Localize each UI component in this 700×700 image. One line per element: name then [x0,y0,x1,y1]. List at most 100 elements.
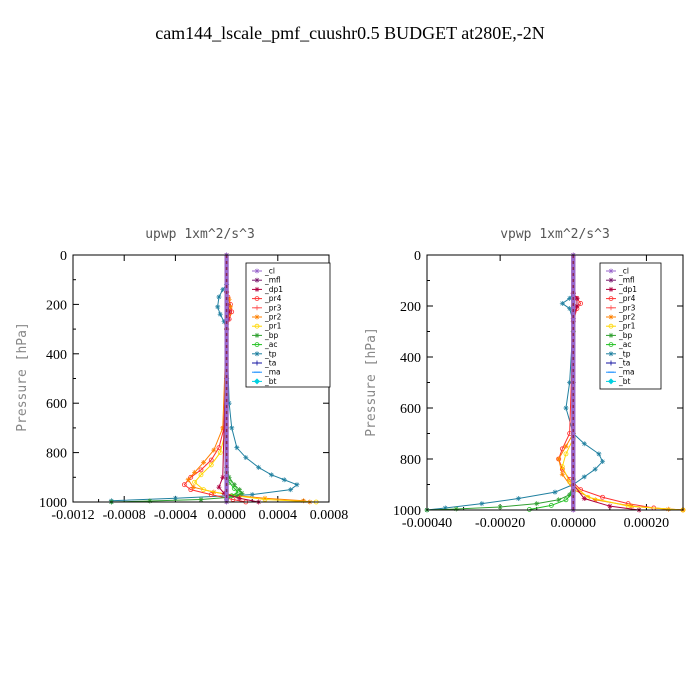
upwp-legend: _cl_mfl_dp1_pr4_pr3_pr2_pr1_bp_ac_tp_ta_… [245,262,331,388]
upwp-data-point [188,487,194,493]
upwp-legend-label: _mfl [264,276,281,285]
upwp-data-point [211,447,217,453]
upwp-legend-marker [254,277,260,283]
upwp-legend-item: _bp [252,331,279,340]
upwp-series-pr4 [181,289,249,505]
upwp-legend-item: _tp [252,349,277,358]
upwp-data-point [226,296,232,302]
upwp-legend-label: _ma [264,368,281,377]
upwp-data-point [220,425,226,431]
upwp-data-point [172,495,178,501]
vpwp-legend-label: _mfl [618,276,635,285]
upwp-legend-label: _bt [264,377,277,386]
vpwp-x-tick-label: 0.00020 [624,516,670,531]
vpwp-legend-marker [608,323,614,329]
upwp-data-point [216,445,222,451]
upwp-legend-item: _pr1 [252,322,282,331]
upwp-legend-label: _ta [264,359,276,368]
vpwp-data-point [534,501,540,507]
upwp-y-axis-label: Pressure [hPa] [15,322,30,432]
upwp-x-tick-label: -0.0012 [51,508,94,523]
vpwp-series-line [426,331,574,511]
upwp-legend-label: _pr4 [264,294,282,303]
vpwp-data-point [563,443,569,449]
vpwp-data-point [567,306,573,312]
upwp-panel-title: upwp 1xm^2/s^3 [145,227,255,242]
vpwp-data-point [581,496,587,502]
vpwp-plot-frame [426,254,684,511]
vpwp-y-tick-label: 1000 [393,504,421,519]
vpwp-legend-marker [608,286,614,292]
upwp-legend-item: _ma [252,368,281,377]
vpwp-series-bp [424,329,576,513]
vpwp-x-tick-label: -0.00020 [475,516,525,531]
vpwp-data-point [600,494,605,500]
upwp-data-point [256,464,262,470]
upwp-data-point [262,495,268,501]
upwp-x-tick-label: 0.0000 [207,508,246,523]
vpwp-legend-item: _mfl [606,276,635,285]
vpwp-legend-item: _dp1 [606,285,637,294]
upwp-legend-label: _bp [264,331,279,340]
vpwp-series [424,252,686,513]
vpwp-legend-item: _ac [606,340,631,349]
upwp-data-point [201,487,206,493]
vpwp-data-point [556,497,562,503]
upwp-legend-marker [254,360,260,366]
upwp-legend-item: _pr4 [252,294,282,303]
upwp-legend-label: _cl [264,267,275,276]
upwp-data-point [147,498,153,504]
upwp-data-point [226,400,232,406]
vpwp-x-tick-label: -0.00040 [402,516,452,531]
vpwp-data-point [515,496,521,502]
vpwp-data-point [442,505,448,511]
upwp-legend-item: _dp1 [252,285,283,294]
upwp-data-point [226,474,232,480]
upwp-data-point [268,472,274,478]
vpwp-legend-label: _pr3 [618,303,636,312]
upwp-data-point [288,487,294,493]
upwp-data-point [217,311,223,317]
upwp-series-tp [108,282,300,505]
upwp-legend-marker [254,323,260,329]
vpwp-legend-item: _cl [606,267,629,276]
upwp-data-point [249,492,255,498]
upwp-data-point [236,495,242,501]
vpwp-data-point [581,474,587,480]
upwp-legend-label: _ac [264,340,277,349]
upwp-data-point [192,479,198,485]
upwp-x-tick-label: -0.0008 [103,508,146,523]
vpwp-legend-box [599,262,662,390]
upwp-data-point [300,498,306,504]
upwp-data-point [236,487,242,493]
vpwp-legend-label: _tp [618,349,631,358]
upwp-legend-marker [254,342,260,348]
vpwp-data-point [581,441,587,447]
upwp-legend-marker [254,286,260,292]
vpwp-legend-item: _ma [606,368,635,377]
upwp-legend-item: _ac [252,340,277,349]
upwp-data-point [229,493,235,499]
upwp-data-point [226,309,232,315]
upwp-data-point [243,455,249,461]
upwp-y-tick-label: 0 [60,249,67,264]
vpwp-legend: _cl_mfl_dp1_pr4_pr3_pr2_pr1_bp_ac_tp_ta_… [599,262,662,390]
upwp-data-point [216,484,222,490]
vpwp-data-point [479,501,485,507]
vpwp-legend-marker [608,277,614,283]
vpwp-legend-label: _bt [618,377,631,386]
upwp-data-point [188,474,194,480]
vpwp-data-point [527,507,532,512]
upwp-data-point [217,450,223,456]
vpwp-legend-marker [608,360,614,366]
vpwp-legend-label: _dp1 [618,285,637,294]
vpwp-legend-item: _pr2 [606,313,636,322]
vpwp-data-point [607,503,613,509]
upwp-legend-item: _bt [252,377,277,386]
upwp-legend-marker [254,305,260,311]
upwp-data-point [229,425,235,431]
upwp-legend-marker [254,378,260,385]
vpwp-data-point [453,506,459,512]
vpwp-data-point [567,492,573,498]
